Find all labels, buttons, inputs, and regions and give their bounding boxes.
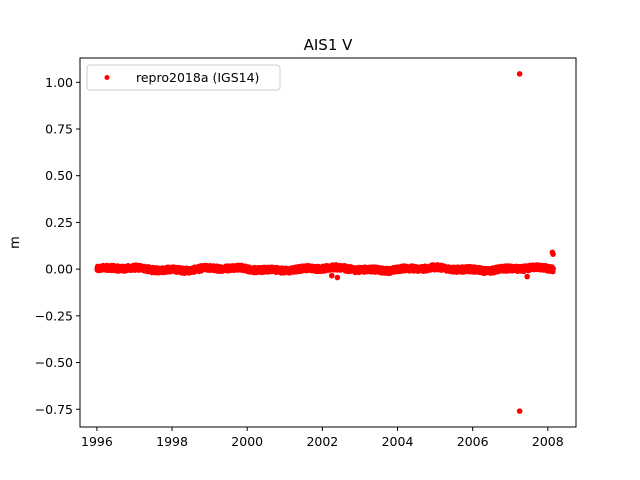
legend-box (86, 64, 281, 91)
y-tick-label: −0.25 (35, 308, 73, 323)
outlier-point (516, 71, 523, 77)
y-tick-label: 0.25 (45, 215, 73, 230)
y-tick-label: 0.50 (45, 168, 73, 183)
data-point (550, 265, 556, 271)
legend-entry: repro2018a (IGS14) (136, 70, 259, 85)
outlier-point (328, 272, 335, 279)
series-points (94, 71, 556, 414)
x-tick-label: 2000 (231, 434, 263, 449)
x-tick-label: 1998 (156, 434, 188, 449)
x-tick-label: 1996 (81, 434, 113, 449)
outlier-point (334, 274, 341, 281)
y-axis: −0.75 −0.50 −0.25 0.00 0.25 0.50 0.75 1.00 (35, 75, 80, 417)
y-tick-label: −0.75 (35, 402, 73, 417)
y-axis-label: m (8, 236, 23, 249)
plot-area (94, 71, 556, 414)
y-tick-label: −0.50 (35, 355, 73, 370)
y-tick-label: 1.00 (45, 75, 73, 90)
chart-title: AIS1 V (304, 36, 354, 54)
legend-marker (104, 75, 110, 80)
outlier-point (516, 408, 523, 414)
y-tick-label: 0.00 (45, 262, 73, 277)
legend: repro2018a (IGS14) (86, 64, 281, 91)
outlier-point (550, 251, 556, 257)
outlier-point (524, 273, 530, 280)
x-tick-label: 2004 (382, 434, 414, 449)
x-axis: 1996 1998 2000 2002 2004 2006 2008 (81, 427, 564, 449)
y-tick-label: 0.75 (45, 121, 73, 136)
x-tick-label: 2002 (306, 434, 338, 449)
x-tick-label: 2008 (532, 434, 564, 449)
axes-frame (79, 57, 577, 428)
x-tick-label: 2006 (457, 434, 489, 449)
